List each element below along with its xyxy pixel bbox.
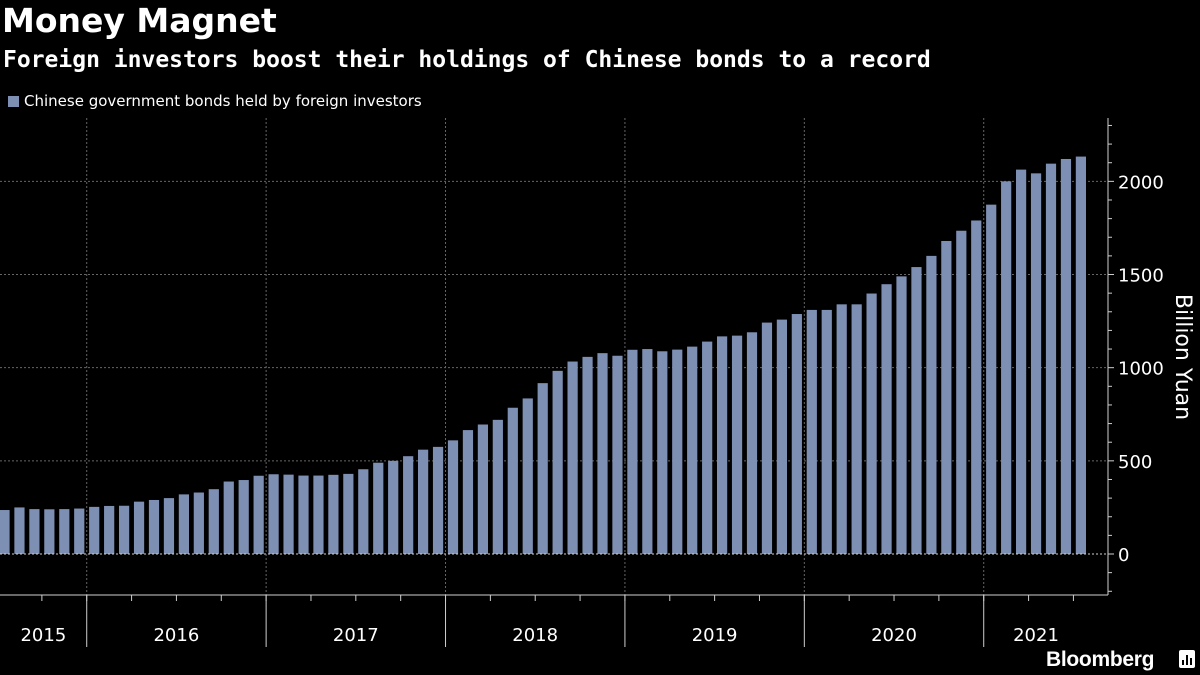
x-tick-label: 2016 <box>153 625 199 646</box>
y-tick-label: 500 <box>1118 452 1152 473</box>
bar <box>477 424 488 555</box>
bar <box>373 462 384 555</box>
bar <box>298 475 309 554</box>
x-tick-label: 2020 <box>871 625 917 646</box>
legend-label: Chinese government bonds held by foreign… <box>24 92 422 110</box>
bar <box>866 293 877 555</box>
bar <box>567 361 578 555</box>
bar <box>597 353 608 555</box>
bar <box>657 351 668 555</box>
bar <box>223 481 234 555</box>
bar <box>1075 156 1086 555</box>
y-tick-label: 1500 <box>1118 266 1164 287</box>
bar <box>896 276 907 555</box>
bar <box>522 398 533 554</box>
bar <box>104 505 115 555</box>
bar <box>926 255 937 555</box>
bar <box>358 469 369 555</box>
bar <box>432 446 444 555</box>
bar <box>911 267 922 555</box>
bar <box>806 309 817 555</box>
bar <box>956 230 967 555</box>
bar <box>582 356 593 555</box>
bar <box>836 304 847 555</box>
legend: Chinese government bonds held by foreign… <box>8 90 422 112</box>
bloomberg-logo: Bloomberg <box>1046 648 1155 671</box>
chart-subtitle: Foreign investors boost their holdings o… <box>3 47 931 73</box>
bar <box>74 508 85 554</box>
bar <box>447 440 459 555</box>
bar <box>776 319 787 555</box>
x-tick-label: 2021 <box>1013 625 1059 646</box>
bar <box>881 284 892 554</box>
bar <box>761 322 773 555</box>
bar <box>29 509 40 555</box>
y-tick-label: 1000 <box>1118 359 1164 380</box>
x-tick-label: 2018 <box>512 625 558 646</box>
bar <box>44 509 55 555</box>
bar <box>328 474 339 555</box>
bar <box>208 489 219 555</box>
bar <box>193 492 204 555</box>
bloomberg-chart-icon <box>1179 650 1195 668</box>
chart-title: Money Magnet <box>2 1 277 40</box>
bar <box>313 475 324 554</box>
x-tick-label: 2015 <box>20 625 66 646</box>
bar <box>717 336 728 555</box>
bar <box>388 460 399 554</box>
bar <box>403 456 414 555</box>
bar <box>89 506 100 555</box>
bar <box>418 449 429 554</box>
bar <box>1045 163 1057 555</box>
y-tick-label: 0 <box>1118 545 1129 566</box>
bar <box>492 419 503 555</box>
bar <box>0 510 10 554</box>
bar <box>462 430 474 555</box>
bar <box>1016 169 1027 555</box>
bar <box>821 309 832 555</box>
bar <box>971 220 982 555</box>
bar <box>731 335 743 555</box>
bar <box>1060 158 1072 555</box>
bar <box>791 314 802 555</box>
bar <box>986 204 997 555</box>
bar <box>552 370 563 555</box>
bar <box>283 474 294 555</box>
bar <box>148 499 160 555</box>
bar <box>627 349 638 555</box>
bar <box>238 480 249 555</box>
bar <box>268 474 279 555</box>
y-axis-title: Billion Yuan <box>1170 294 1195 420</box>
bar <box>133 501 145 555</box>
bar <box>941 240 952 555</box>
bar <box>687 346 698 554</box>
bar <box>851 304 862 555</box>
bar <box>119 505 130 555</box>
bar <box>1030 173 1042 555</box>
bar <box>672 349 683 555</box>
bar <box>59 509 70 555</box>
bar <box>163 498 175 555</box>
bar <box>14 507 25 555</box>
bar <box>746 332 758 555</box>
bar <box>612 355 623 554</box>
bar <box>537 383 548 554</box>
x-tick-label: 2017 <box>333 625 379 646</box>
bar <box>343 473 354 555</box>
bar <box>178 494 189 555</box>
bar <box>702 341 713 554</box>
y-tick-label: 2000 <box>1118 172 1164 193</box>
x-tick-label: 2019 <box>692 625 738 646</box>
bar <box>1001 181 1012 555</box>
bar <box>253 475 264 555</box>
legend-swatch <box>8 95 19 107</box>
bar <box>642 349 653 555</box>
bar <box>507 407 518 555</box>
